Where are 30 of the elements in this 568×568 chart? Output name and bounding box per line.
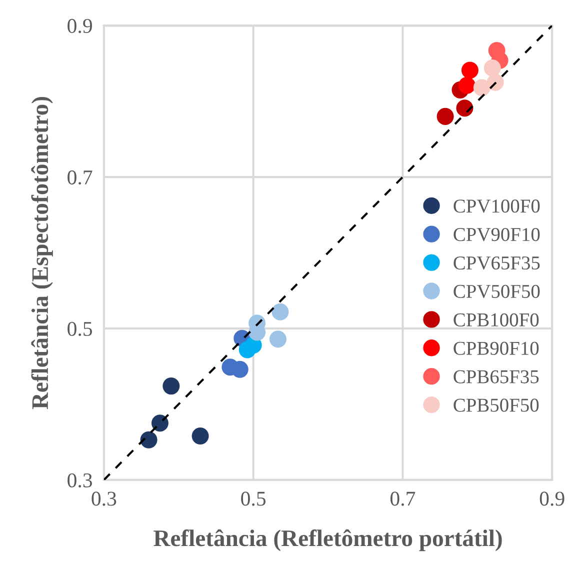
legend-label: CPB90F10 xyxy=(454,342,539,355)
legend-label: CPV50F50 xyxy=(454,284,540,298)
point xyxy=(436,108,454,125)
x-tick-label: 0.5 xyxy=(241,492,266,506)
x-axis-title: Refletância (Refletômetro portátil) xyxy=(154,529,502,552)
x-tick-label: 0.3 xyxy=(92,492,116,506)
legend-label: CPB100F0 xyxy=(454,313,539,326)
point xyxy=(192,428,209,445)
x-tick-label: 0.7 xyxy=(390,492,416,506)
legend-label: CPB65F35 xyxy=(454,370,539,384)
point xyxy=(458,76,476,94)
y-tick-label: 0.7 xyxy=(68,170,92,185)
point xyxy=(473,79,490,96)
point xyxy=(456,100,474,117)
y-tick-label: 0.9 xyxy=(68,18,92,34)
legend-label: CPV90F10 xyxy=(454,228,540,242)
legend-label: CPV100F0 xyxy=(454,200,540,213)
point xyxy=(269,330,286,348)
legend-label: CPV65F35 xyxy=(454,256,540,270)
point xyxy=(151,414,168,432)
point xyxy=(162,378,180,395)
y-tick-label: 0.5 xyxy=(68,322,92,336)
y-axis-title: Refletância (Espectofotômetro) xyxy=(31,96,53,410)
point xyxy=(484,59,501,76)
x-tick-label: 0.9 xyxy=(540,492,564,506)
point xyxy=(140,431,158,448)
legend-label: CPB50F50 xyxy=(454,398,539,412)
point xyxy=(461,62,478,79)
y-tick-label: 0.3 xyxy=(68,473,92,488)
point xyxy=(272,303,289,320)
